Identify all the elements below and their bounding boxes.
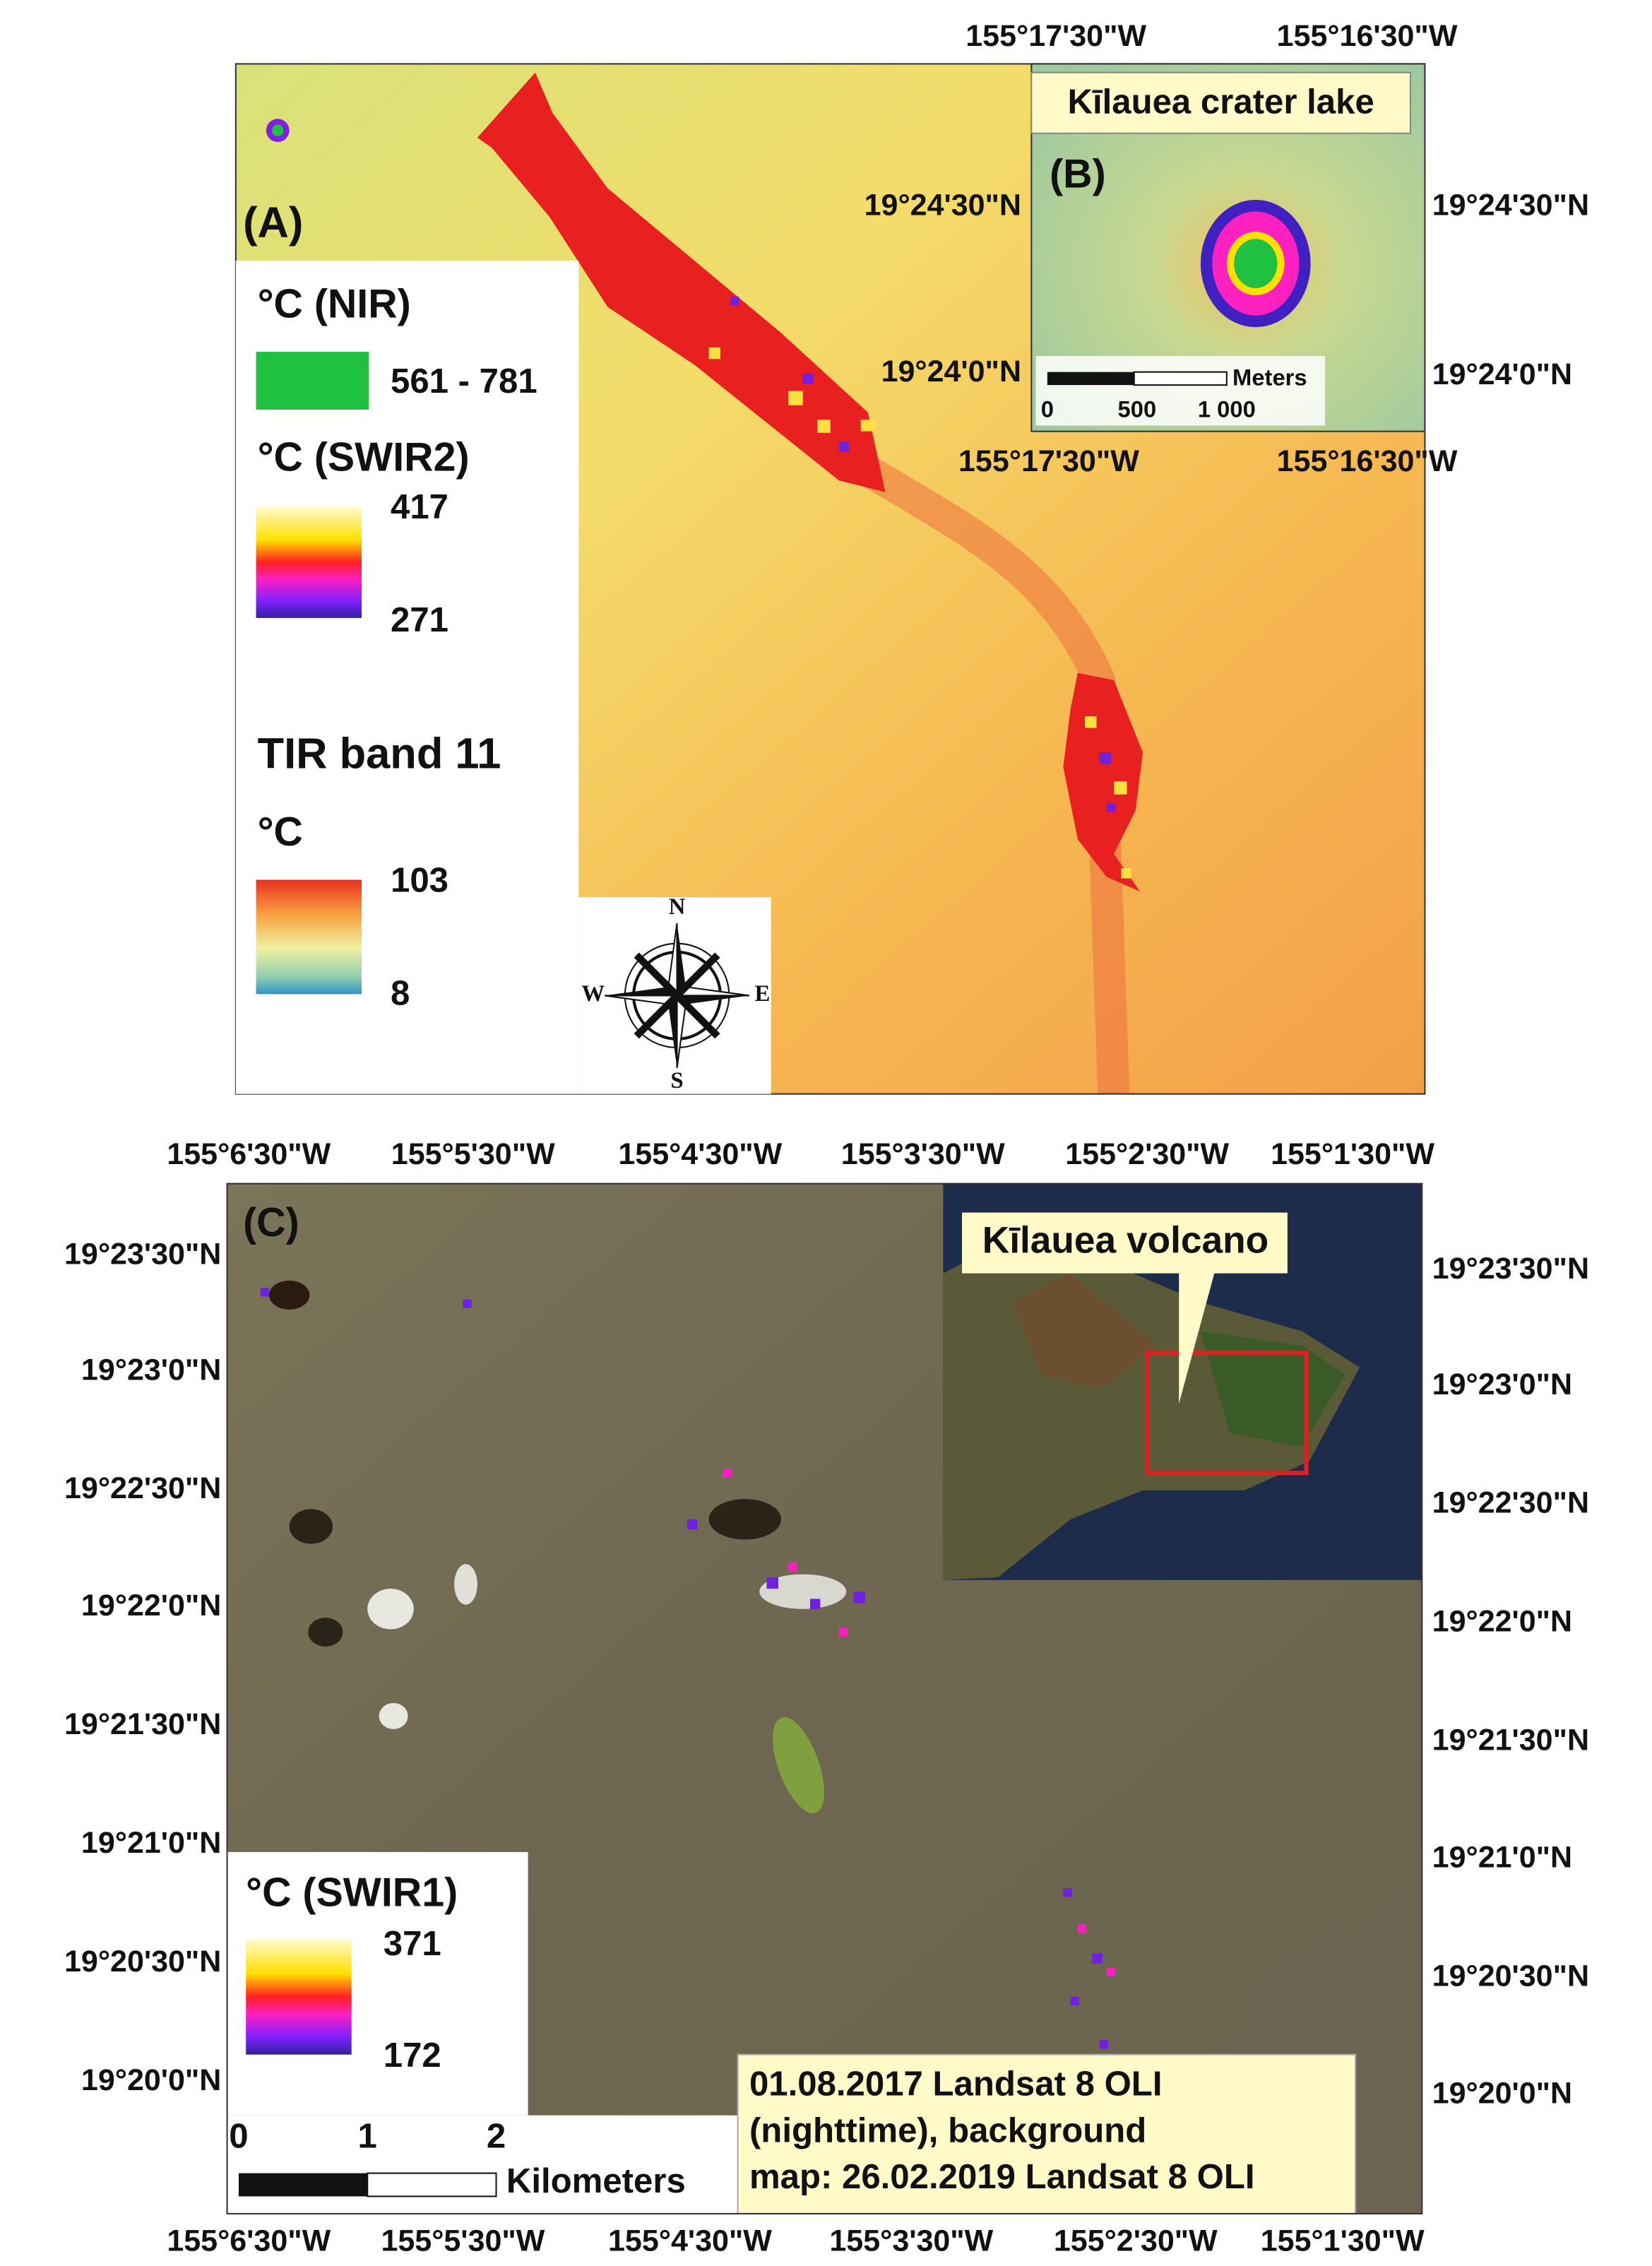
longitude-label: 155°17'30"W xyxy=(965,19,1146,53)
caption-line: map: 26.02.2019 Landsat 8 OLI xyxy=(749,2158,1255,2196)
legend-label: 8 xyxy=(391,974,410,1012)
legend-title: °C xyxy=(258,809,303,855)
longitude-label: 155°5'30"W xyxy=(381,2224,545,2258)
latitude-label: 19°23'0"N xyxy=(81,1353,221,1387)
latitude-label: 19°21'30"N xyxy=(64,1707,221,1741)
legend-title: TIR band 11 xyxy=(258,730,501,778)
longitude-label: 155°16'30"W xyxy=(1277,19,1458,53)
caption-line: (nighttime), background xyxy=(749,2111,1146,2149)
nir-swatch xyxy=(256,351,369,410)
latitude-label: 19°22'30"N xyxy=(64,1471,221,1505)
swir1-ramp xyxy=(246,1938,352,2055)
latitude-label: 19°24'30"N xyxy=(1432,189,1589,223)
longitude-label: 155°16'30"W xyxy=(1277,444,1458,478)
legend-label: 103 xyxy=(391,862,448,900)
latitude-label: 19°24'30"N xyxy=(864,189,1021,223)
latitude-label: 19°23'30"N xyxy=(1432,1252,1589,1286)
scale-tick: 500 xyxy=(1118,396,1157,422)
latitude-label: 19°23'0"N xyxy=(1432,1368,1572,1401)
scale-tick: 0 xyxy=(1041,396,1054,422)
longitude-label: 155°6'30"W xyxy=(167,1137,331,1171)
scale-tick: 1 000 xyxy=(1198,396,1256,422)
latitude-label: 19°24'0"N xyxy=(1432,357,1572,391)
compass-letter: E xyxy=(754,981,770,1007)
longitude-label: 155°1'30"W xyxy=(1261,2224,1425,2258)
latitude-label: 19°23'30"N xyxy=(64,1237,221,1271)
longitude-label: 155°5'30"W xyxy=(391,1137,555,1171)
panel-label: (A) xyxy=(243,198,303,247)
compass-rose xyxy=(604,923,750,1068)
latitude-label: 19°20'0"N xyxy=(81,2063,221,2097)
latitude-label: 19°24'0"N xyxy=(881,355,1021,388)
caption-line: 01.08.2017 Landsat 8 OLI xyxy=(749,2065,1163,2104)
latitude-label: 19°21'30"N xyxy=(1432,1724,1589,1757)
panel-label: (B) xyxy=(1050,151,1106,196)
scale-bar-box xyxy=(227,2115,738,2214)
longitude-label: 155°4'30"W xyxy=(618,1137,782,1171)
legend-label: 371 xyxy=(384,1925,441,1963)
inset-title: Kīlauea crater lake xyxy=(1067,83,1374,121)
longitude-label: 155°4'30"W xyxy=(608,2224,772,2258)
legend-label: 561 - 781 xyxy=(391,362,537,401)
compass-letter: S xyxy=(670,1068,683,1093)
longitude-label: 155°3'30"W xyxy=(841,1137,1005,1171)
legend-title: °C (SWIR1) xyxy=(246,1870,458,1916)
legend-title: °C (NIR) xyxy=(258,282,411,327)
latitude-label: 19°21'0"N xyxy=(81,1826,221,1860)
scale-unit: Meters xyxy=(1232,364,1307,391)
latitude-label: 19°20'30"N xyxy=(64,1945,221,1979)
latitude-label: 19°21'0"N xyxy=(1432,1841,1572,1875)
longitude-label: 155°17'30"W xyxy=(958,444,1139,478)
inset-title: Kīlauea volcano xyxy=(982,1220,1268,1262)
scale-unit: Kilometers xyxy=(506,2162,686,2200)
latitude-label: 19°20'0"N xyxy=(1432,2076,1572,2110)
scale-tick: 1 xyxy=(358,2117,377,2155)
latitude-label: 19°22'30"N xyxy=(1432,1486,1589,1520)
tir-ramp xyxy=(256,879,362,995)
longitude-label: 155°3'30"W xyxy=(829,2224,993,2258)
latitude-label: 19°22'0"N xyxy=(81,1589,221,1623)
panel-b-title-box xyxy=(1030,71,1411,134)
compass-letter: N xyxy=(669,894,686,920)
scale-tick: 2 xyxy=(487,2117,506,2155)
longitude-label: 155°2'30"W xyxy=(1065,1137,1229,1171)
scale-tick: 0 xyxy=(229,2117,248,2155)
legend-label: 172 xyxy=(384,2036,441,2075)
longitude-label: 155°2'30"W xyxy=(1054,2224,1218,2258)
panel-c-features xyxy=(260,1280,1116,2049)
caption-box xyxy=(737,2053,1357,2215)
compass-letter: W xyxy=(581,981,605,1007)
legend-title: °C (SWIR2) xyxy=(258,435,470,480)
latitude-label: 19°20'30"N xyxy=(1432,1959,1589,1993)
legend-label: 417 xyxy=(391,488,448,526)
inset-title-box xyxy=(962,1212,1288,1274)
legend-label: 271 xyxy=(391,601,448,639)
longitude-label: 155°6'30"W xyxy=(167,2224,331,2258)
swir2-ramp xyxy=(256,506,362,618)
longitude-label: 155°1'30"W xyxy=(1271,1137,1434,1171)
panel-label: (C) xyxy=(243,1200,299,1245)
latitude-label: 19°22'0"N xyxy=(1432,1605,1572,1639)
